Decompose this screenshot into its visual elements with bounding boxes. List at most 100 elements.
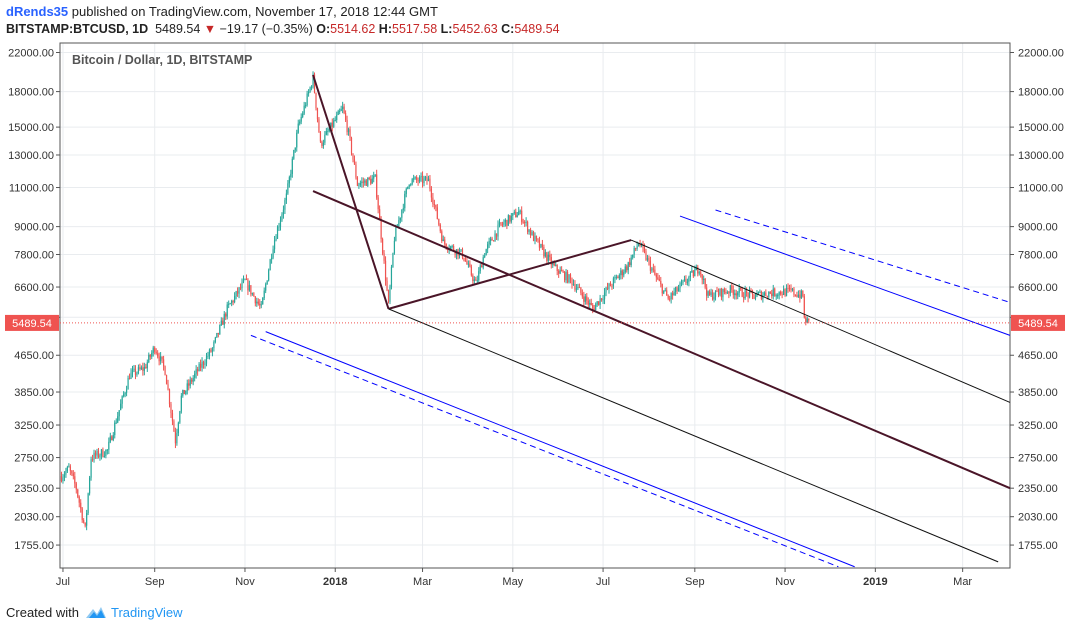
candle-body: [346, 119, 348, 133]
candle-body: [543, 246, 545, 257]
candle-body: [663, 290, 665, 294]
candle-body: [729, 285, 731, 294]
last-price-tag-left: [5, 314, 59, 331]
candle-body: [441, 231, 443, 242]
candle-body: [80, 502, 82, 509]
candle-body: [355, 164, 357, 178]
candle-body: [336, 114, 338, 120]
candle-body: [646, 258, 649, 260]
candle-body: [574, 284, 576, 290]
candle-body: [108, 441, 110, 450]
x-tick-label: 2018: [323, 576, 347, 588]
candle-body: [714, 290, 717, 297]
candle-body: [518, 211, 520, 216]
candle-body: [552, 263, 554, 265]
candle-body: [250, 285, 252, 295]
pitchfork-leg-1: [312, 74, 390, 310]
candle-body: [491, 238, 493, 241]
candle-body: [632, 254, 634, 258]
candle-body: [587, 300, 589, 305]
candle-body: [575, 288, 578, 290]
candle-body: [288, 177, 290, 184]
candle-body: [639, 243, 641, 247]
candle-body: [774, 288, 776, 296]
publish-line: dRends35 published on TradingView.com, N…: [6, 4, 438, 19]
y-tick-label-right: 11000.00: [1018, 183, 1063, 195]
candle-body: [550, 257, 552, 265]
y-tick-label-right: 7800.00: [1018, 249, 1058, 261]
candle-body: [333, 120, 335, 127]
candle-body: [331, 122, 333, 127]
candle-body: [571, 278, 573, 285]
candle-body: [238, 287, 240, 294]
candle-body: [549, 254, 551, 258]
candle-body: [595, 304, 597, 311]
last-price-label-left: 5489.54: [12, 318, 52, 330]
candle-body: [71, 470, 73, 474]
candle-body: [731, 285, 733, 290]
candle-body: [174, 431, 177, 444]
candle-body: [241, 282, 243, 289]
candle-body: [244, 279, 246, 281]
candle-body: [263, 290, 265, 298]
y-tick-label-right: 4650.00: [1018, 350, 1058, 362]
candle-body: [740, 287, 742, 289]
candle-body: [768, 292, 770, 297]
candle-body: [706, 287, 708, 296]
candle-body: [417, 180, 419, 182]
candle-body: [353, 159, 356, 165]
candle-body: [216, 332, 218, 338]
candle-body: [158, 356, 160, 362]
y-tick-label-right: 9000.00: [1018, 222, 1058, 234]
tradingview-brand[interactable]: TradingView: [110, 605, 183, 620]
candle-body: [780, 291, 782, 295]
candle-body: [782, 289, 785, 295]
candle-body: [655, 274, 657, 278]
candle-body: [188, 383, 190, 386]
candle-body: [253, 293, 255, 297]
candle-body: [130, 372, 132, 379]
candle-body: [324, 134, 326, 143]
created-with-text: Created with: [6, 605, 79, 620]
candle-body: [673, 291, 675, 296]
candle-body: [87, 493, 89, 514]
candle-body: [183, 389, 185, 395]
candles-layer: [60, 71, 810, 531]
candle-body: [555, 264, 557, 266]
candle-body: [516, 215, 518, 218]
candle-body: [515, 211, 517, 218]
candle-body: [433, 203, 435, 205]
candle-body: [192, 377, 194, 382]
candle-body: [429, 178, 431, 189]
candle-body: [322, 142, 324, 146]
candle-body: [66, 466, 68, 472]
candle-body: [513, 211, 515, 214]
candle-body: [268, 270, 270, 281]
candle-body: [691, 270, 693, 273]
y-tick-label-right: 1755.00: [1018, 540, 1058, 552]
candle-body: [211, 348, 214, 352]
candle-body: [445, 243, 447, 248]
candle-body: [260, 304, 262, 306]
candle-body: [231, 300, 233, 304]
candle-body: [155, 351, 157, 354]
lower-channel-dashed-line: [250, 334, 839, 568]
candle-body: [370, 178, 372, 184]
candle-body: [279, 220, 282, 227]
author-name[interactable]: dRends35: [6, 4, 69, 19]
candle-body: [558, 270, 560, 274]
candle-body: [109, 436, 111, 442]
candle-body: [522, 221, 524, 223]
candle-body: [81, 508, 83, 521]
candle-body: [580, 287, 582, 293]
candle-body: [703, 278, 705, 280]
candle-body: [420, 176, 422, 178]
candle-body: [414, 177, 416, 179]
candle-body: [593, 308, 595, 311]
candle-body: [436, 207, 438, 219]
candle-body: [670, 293, 672, 299]
upper-channel-line: [679, 215, 1011, 336]
candle-body: [674, 287, 677, 292]
candle-body: [232, 300, 234, 303]
